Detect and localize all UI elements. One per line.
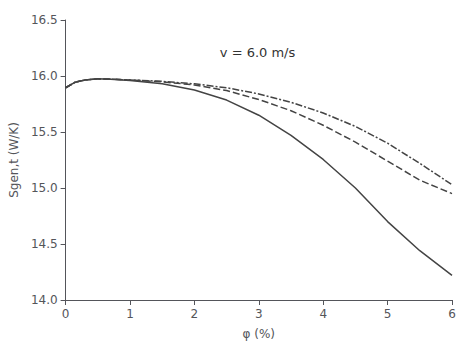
svg-text:16.0: 16.0 <box>31 69 58 83</box>
svg-text:6: 6 <box>448 307 456 321</box>
svg-text:2: 2 <box>191 307 199 321</box>
svg-text:1: 1 <box>126 307 134 321</box>
svg-text:Sgen,t (W/K): Sgen,t (W/K) <box>7 122 21 198</box>
svg-text:φ (%): φ (%) <box>243 327 276 341</box>
svg-text:5: 5 <box>384 307 392 321</box>
svg-text:15.5: 15.5 <box>31 125 58 139</box>
svg-text:15.0: 15.0 <box>31 181 58 195</box>
svg-text:14.5: 14.5 <box>31 237 58 251</box>
svg-text:14.0: 14.0 <box>31 293 58 307</box>
svg-text:0: 0 <box>62 307 70 321</box>
svg-text:3: 3 <box>255 307 263 321</box>
svg-text:v = 6.0 m/s: v = 6.0 m/s <box>220 45 296 60</box>
svg-text:16.5: 16.5 <box>31 13 58 27</box>
svg-text:4: 4 <box>319 307 327 321</box>
